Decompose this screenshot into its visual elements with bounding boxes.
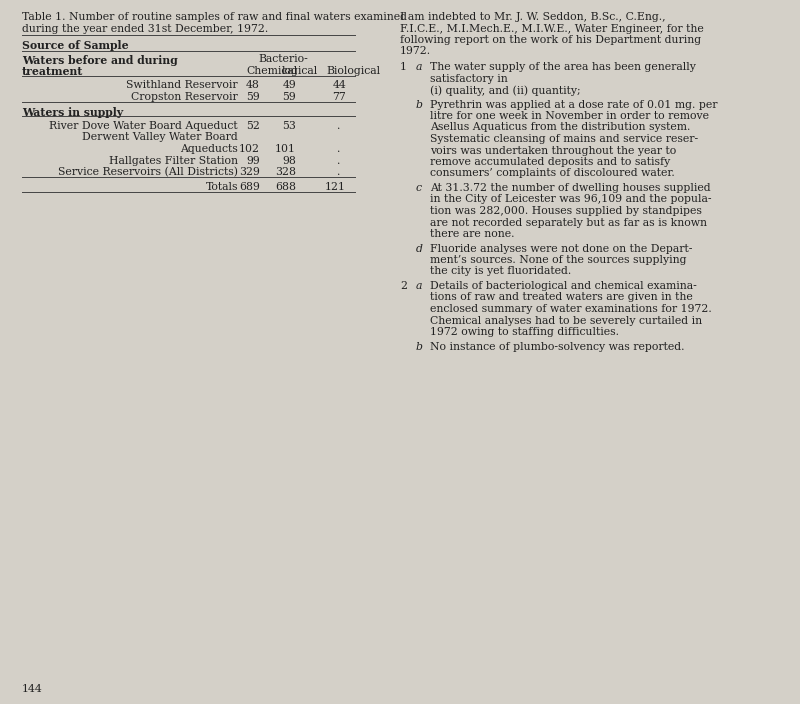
Text: 144: 144 [22,684,42,694]
Text: At 31.3.72 the number of dwelling houses supplied: At 31.3.72 the number of dwelling houses… [430,183,710,193]
Text: I am indebted to Mr. J. W. Seddon, B.Sc., C.Eng.,: I am indebted to Mr. J. W. Seddon, B.Sc.… [400,12,666,22]
Text: voirs was undertaken throughout the year to: voirs was undertaken throughout the year… [430,146,676,156]
Text: 2: 2 [400,281,407,291]
Text: F.I.C.E., M.I.Mech.E., M.I.W.E., Water Engineer, for the: F.I.C.E., M.I.Mech.E., M.I.W.E., Water E… [400,23,704,34]
Text: 329: 329 [239,167,260,177]
Text: litre for one week in November in order to remove: litre for one week in November in order … [430,111,709,121]
Text: Hallgates Filter Station: Hallgates Filter Station [109,156,238,165]
Text: .: . [337,144,340,154]
Text: 121: 121 [325,182,346,192]
Text: Biological: Biological [326,66,380,76]
Text: are not recorded separately but as far as is known: are not recorded separately but as far a… [430,218,707,227]
Text: the city is yet fluoridated.: the city is yet fluoridated. [430,267,571,277]
Text: tions of raw and treated waters are given in the: tions of raw and treated waters are give… [430,292,693,303]
Text: 53: 53 [282,121,296,131]
Text: a: a [416,281,422,291]
Text: b: b [416,341,423,351]
Text: Aqueducts: Aqueducts [180,144,238,154]
Text: Systematic cleansing of mains and service reser-: Systematic cleansing of mains and servic… [430,134,698,144]
Text: Chemical: Chemical [246,66,298,76]
Text: 688: 688 [275,182,296,192]
Text: during the year ended 31st December, 1972.: during the year ended 31st December, 197… [22,23,268,34]
Text: 59: 59 [282,92,296,102]
Text: Details of bacteriological and chemical examina-: Details of bacteriological and chemical … [430,281,697,291]
Text: Service Reservoirs (All Districts): Service Reservoirs (All Districts) [58,167,238,177]
Text: remove accumulated deposits and to satisfy: remove accumulated deposits and to satis… [430,157,670,167]
Text: 49: 49 [282,80,296,91]
Text: Swithland Reservoir: Swithland Reservoir [126,80,238,91]
Text: 44: 44 [332,80,346,91]
Text: treatment: treatment [22,66,83,77]
Text: tion was 282,000. Houses supplied by standpipes: tion was 282,000. Houses supplied by sta… [430,206,702,216]
Text: .: . [337,121,340,131]
Text: logical: logical [282,66,318,76]
Text: a: a [416,62,422,72]
Text: consumers’ complaints of discoloured water.: consumers’ complaints of discoloured wat… [430,168,674,179]
Text: ment’s sources. None of the sources supplying: ment’s sources. None of the sources supp… [430,255,686,265]
Text: Cropston Reservoir: Cropston Reservoir [131,92,238,102]
Text: The water supply of the area has been generally: The water supply of the area has been ge… [430,62,696,72]
Text: River Dove Water Board Aqueduct: River Dove Water Board Aqueduct [50,121,238,131]
Text: .: . [337,156,340,165]
Text: No instance of plumbo-solvency was reported.: No instance of plumbo-solvency was repor… [430,341,685,351]
Text: Pyrethrin was applied at a dose rate of 0.01 mg. per: Pyrethrin was applied at a dose rate of … [430,99,718,110]
Text: .: . [337,167,340,177]
Text: (i) quality, and (ii) quantity;: (i) quality, and (ii) quantity; [430,85,581,96]
Text: Bacterio-: Bacterio- [258,54,308,65]
Text: Totals: Totals [206,182,238,192]
Text: Table 1. Number of routine samples of raw and final waters examined: Table 1. Number of routine samples of ra… [22,12,407,22]
Text: Derwent Valley Water Board: Derwent Valley Water Board [82,132,238,142]
Text: 99: 99 [246,156,260,165]
Text: there are none.: there are none. [430,229,514,239]
Text: Fluoride analyses were not done on the Depart-: Fluoride analyses were not done on the D… [430,244,692,253]
Text: 1: 1 [400,62,407,72]
Text: b: b [416,99,423,110]
Text: 1972 owing to staffing difficulties.: 1972 owing to staffing difficulties. [430,327,619,337]
Text: Chemical analyses had to be severely curtailed in: Chemical analyses had to be severely cur… [430,315,702,325]
Text: c: c [416,183,422,193]
Text: Asellus Aquaticus from the distribution system.: Asellus Aquaticus from the distribution … [430,122,690,132]
Text: 98: 98 [282,156,296,165]
Text: satisfactory in: satisfactory in [430,73,508,84]
Text: Waters before and during: Waters before and during [22,54,178,65]
Text: 1972.: 1972. [400,46,431,56]
Text: 48: 48 [246,80,260,91]
Text: Source of Sample: Source of Sample [22,40,129,51]
Text: 689: 689 [239,182,260,192]
Text: 59: 59 [246,92,260,102]
Text: enclosed summary of water examinations for 1972.: enclosed summary of water examinations f… [430,304,712,314]
Text: 102: 102 [239,144,260,154]
Text: Waters in supply: Waters in supply [22,106,123,118]
Text: 52: 52 [246,121,260,131]
Text: following report on the work of his Department during: following report on the work of his Depa… [400,35,701,45]
Text: 77: 77 [332,92,346,102]
Text: 101: 101 [275,144,296,154]
Text: d: d [416,244,423,253]
Text: 328: 328 [275,167,296,177]
Text: in the City of Leicester was 96,109 and the popula-: in the City of Leicester was 96,109 and … [430,194,711,204]
